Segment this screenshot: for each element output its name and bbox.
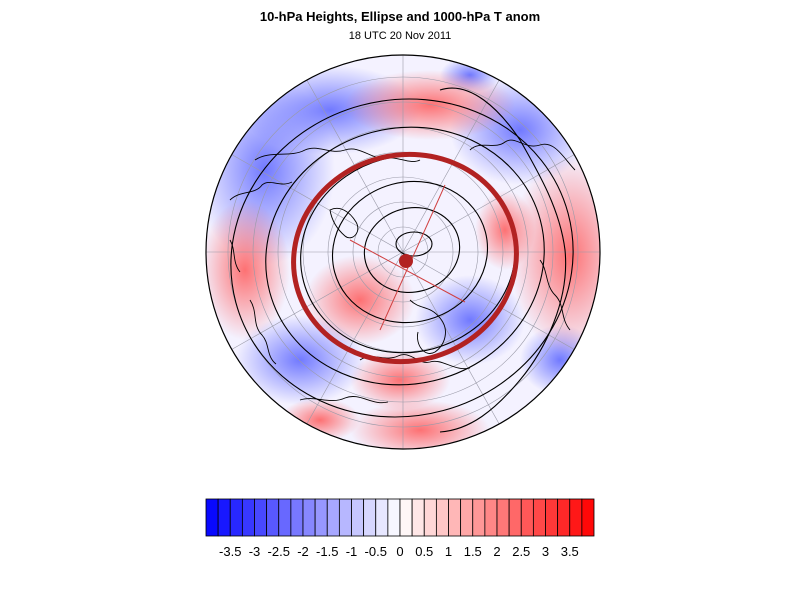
colorbar-bin <box>532 498 546 537</box>
colorbar-bin <box>205 498 219 537</box>
colorbar-tick-label: -2.5 <box>267 544 290 559</box>
colorbar-tick-label: -0.5 <box>364 544 387 559</box>
map-title: 10-hPa Heights, Ellipse and 1000-hPa T a… <box>259 9 541 24</box>
colorbar-bin <box>460 498 474 537</box>
colorbar-bin <box>229 498 243 537</box>
height-contours <box>230 87 574 433</box>
colorbar-tick-label: -3 <box>248 544 261 559</box>
colorbar-tick-label: 2 <box>493 544 501 559</box>
colorbar-bin <box>363 498 377 537</box>
map-boundary <box>205 54 601 450</box>
colorbar-bin <box>472 498 486 537</box>
colorbar-bin <box>520 498 534 537</box>
colorbar-bin <box>545 498 559 537</box>
colorbar-tick-label: 1 <box>444 544 453 559</box>
map-subtitle: 18 UTC 20 Nov 2011 <box>348 30 452 42</box>
colorbar-tick-label: 1.5 <box>463 544 482 559</box>
colorbar-bin <box>484 498 498 537</box>
vortex-ellipse <box>291 151 519 365</box>
colorbar-bin <box>375 498 389 537</box>
colorbar-tick-label: 0.5 <box>415 544 434 559</box>
colorbar-bin <box>569 498 583 537</box>
colorbar-bin <box>266 498 280 537</box>
colorbar-tick-label: 3 <box>541 544 550 559</box>
colorbar-bin <box>302 498 316 537</box>
colorbar-bin <box>314 498 328 537</box>
colorbar-bin <box>496 498 510 537</box>
colorbar-bin <box>387 498 401 537</box>
colorbar-bin <box>448 498 462 537</box>
colorbar-bin <box>411 498 425 537</box>
colorbar-bin <box>254 498 268 537</box>
colorbar-tick-label: -3.5 <box>219 544 242 559</box>
colorbar-bin <box>217 498 231 537</box>
colorbar-bin <box>338 498 352 537</box>
colorbar-bin <box>278 498 292 537</box>
colorbar-bin <box>423 498 437 537</box>
colorbar-bin <box>351 498 365 537</box>
colorbar-bin <box>290 498 304 537</box>
colorbar-bin <box>399 498 413 537</box>
ellipse-center-marker <box>399 254 413 268</box>
colorbar-bin <box>326 498 340 537</box>
colorbar-bin <box>241 498 255 537</box>
colorbar-tick-label: -2 <box>297 544 309 559</box>
colorbar-tick-label: -1 <box>345 544 358 559</box>
colorbar-tick-label: 3.5 <box>560 544 579 559</box>
colorbar-tick-label: 0 <box>396 544 404 559</box>
polar-stereographic-map <box>205 54 601 450</box>
colorbar-tick-label: 2.5 <box>512 544 531 559</box>
colorbar-bin <box>508 498 522 537</box>
colorbar-tick-label: -1.5 <box>316 544 339 559</box>
colorbar-bin <box>581 498 595 537</box>
colorbar-bin <box>435 498 449 537</box>
colorbar-bin <box>557 498 571 537</box>
